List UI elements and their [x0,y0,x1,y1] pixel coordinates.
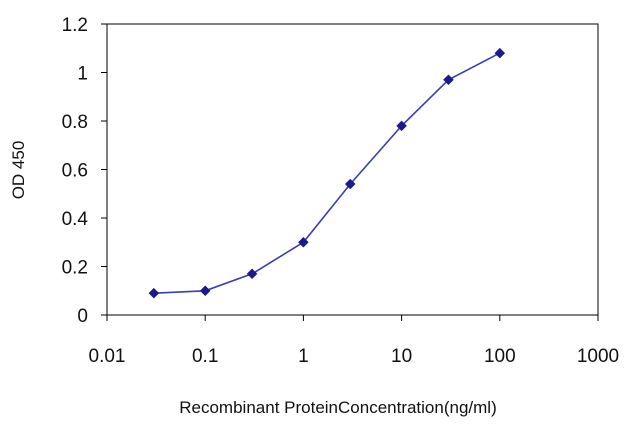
x-tick-label: 1000 [577,346,619,367]
y-tick-label: 1.2 [62,15,88,36]
x-tick-label: 100 [484,346,516,367]
plot-frame [106,23,599,316]
data-point-marker [246,268,258,280]
series-layer [148,47,506,299]
data-point-marker [298,236,309,248]
y-tick-label: 0.8 [62,112,88,133]
x-tick-label: 0.01 [89,346,126,367]
y-tick-group: 0 0.2 0.4 0.6 0.8 1 1.2 [62,15,107,327]
x-tick-label: 1 [298,346,309,367]
x-tick-label: 0.1 [192,346,218,367]
x-tick-label: 10 [391,346,412,367]
x-tick-group: 0.01 0.1 1 10 100 1000 [89,315,619,367]
data-point-marker [199,285,211,297]
data-point-marker [396,120,407,132]
y-tick-label: 0.6 [62,161,88,182]
y-tick-label: 0.4 [62,209,89,230]
x-axis-label: Recombinant ProteinConcentration(ng/ml) [179,398,497,417]
data-point-marker [494,47,506,59]
data-point-marker [148,287,160,299]
y-tick-label: 1 [77,64,88,85]
series-line [153,52,501,294]
y-tick-label: 0 [77,306,88,327]
data-point-marker [344,178,356,190]
y-tick-label: 0.2 [62,258,88,279]
data-point-marker [443,74,454,86]
y-axis-label: OD 450 [9,141,28,200]
